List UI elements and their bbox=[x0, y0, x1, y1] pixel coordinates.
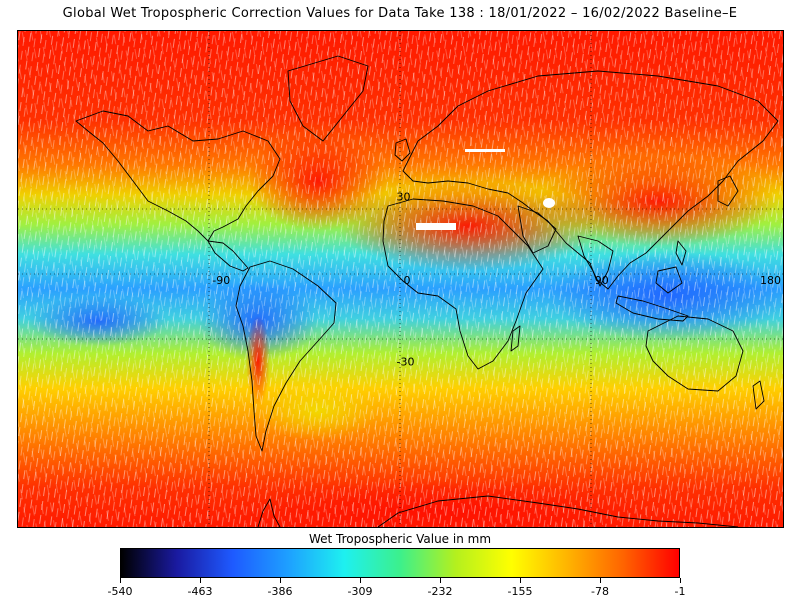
colorbar-tick-mark bbox=[680, 578, 681, 583]
coastlines bbox=[75, 55, 779, 527]
coastline-indonesia bbox=[615, 295, 689, 322]
coastline-madagascar bbox=[510, 325, 521, 352]
graticule bbox=[18, 31, 783, 527]
coastline-british-isles bbox=[394, 138, 411, 162]
coastline-india bbox=[577, 235, 614, 287]
coastline-japan bbox=[717, 175, 739, 207]
colorbar-tick-mark bbox=[600, 578, 601, 583]
colorbar-tick-mark bbox=[360, 578, 361, 583]
longitude-label: -90 bbox=[212, 274, 230, 287]
coastline-greenland bbox=[287, 55, 369, 142]
latitude-label: -30 bbox=[397, 356, 415, 369]
coastline-borneo bbox=[655, 266, 683, 294]
coastline-south-america bbox=[235, 260, 337, 452]
data-gap bbox=[543, 198, 555, 208]
data-gap bbox=[416, 223, 456, 230]
longitude-label: 0 bbox=[404, 274, 411, 287]
grid-labels: -90 0 90 180 30 -30 bbox=[212, 190, 781, 368]
data-gap bbox=[465, 149, 505, 152]
coastline-africa bbox=[382, 198, 544, 370]
colorbar-tick-mark bbox=[440, 578, 441, 583]
colorbar-tick-label: -1 bbox=[674, 585, 686, 598]
coastline-north-america bbox=[75, 110, 281, 272]
colorbar-tick-label: -78 bbox=[591, 585, 609, 598]
coastline-eurasia bbox=[402, 70, 779, 290]
colorbar-tick-mark bbox=[120, 578, 121, 583]
coastline-arabia bbox=[517, 205, 557, 254]
colorbar bbox=[120, 548, 680, 578]
longitude-label: 180 bbox=[760, 274, 781, 287]
wet-troposphere-map: -90 0 90 180 30 -30 bbox=[18, 31, 783, 527]
colorbar-tick-mark bbox=[200, 578, 201, 583]
colorbar-tick-label: -463 bbox=[187, 585, 213, 598]
colorbar-tick-mark bbox=[520, 578, 521, 583]
colorbar-tick-label: -232 bbox=[427, 585, 453, 598]
colorbar-tick-label: -540 bbox=[107, 585, 133, 598]
colorbar-tick-label: -309 bbox=[347, 585, 373, 598]
page-title: Global Wet Tropospheric Correction Value… bbox=[62, 6, 738, 21]
longitude-label: 90 bbox=[595, 274, 609, 287]
colorbar-title: Wet Tropospheric Value in mm bbox=[308, 532, 492, 546]
coastline-antarctic-peninsula bbox=[257, 498, 281, 527]
map-frame: -90 0 90 180 30 -30 bbox=[17, 30, 784, 528]
colorbar-tick-label: -155 bbox=[507, 585, 533, 598]
latitude-label: 30 bbox=[397, 190, 411, 203]
colorbar-tick-label: -386 bbox=[267, 585, 293, 598]
coastline-philippines bbox=[675, 240, 687, 266]
coastline-australia bbox=[645, 315, 744, 392]
coastline-antarctica bbox=[377, 495, 739, 527]
coastline-new-zealand bbox=[752, 380, 765, 410]
colorbar-tick-mark bbox=[280, 578, 281, 583]
